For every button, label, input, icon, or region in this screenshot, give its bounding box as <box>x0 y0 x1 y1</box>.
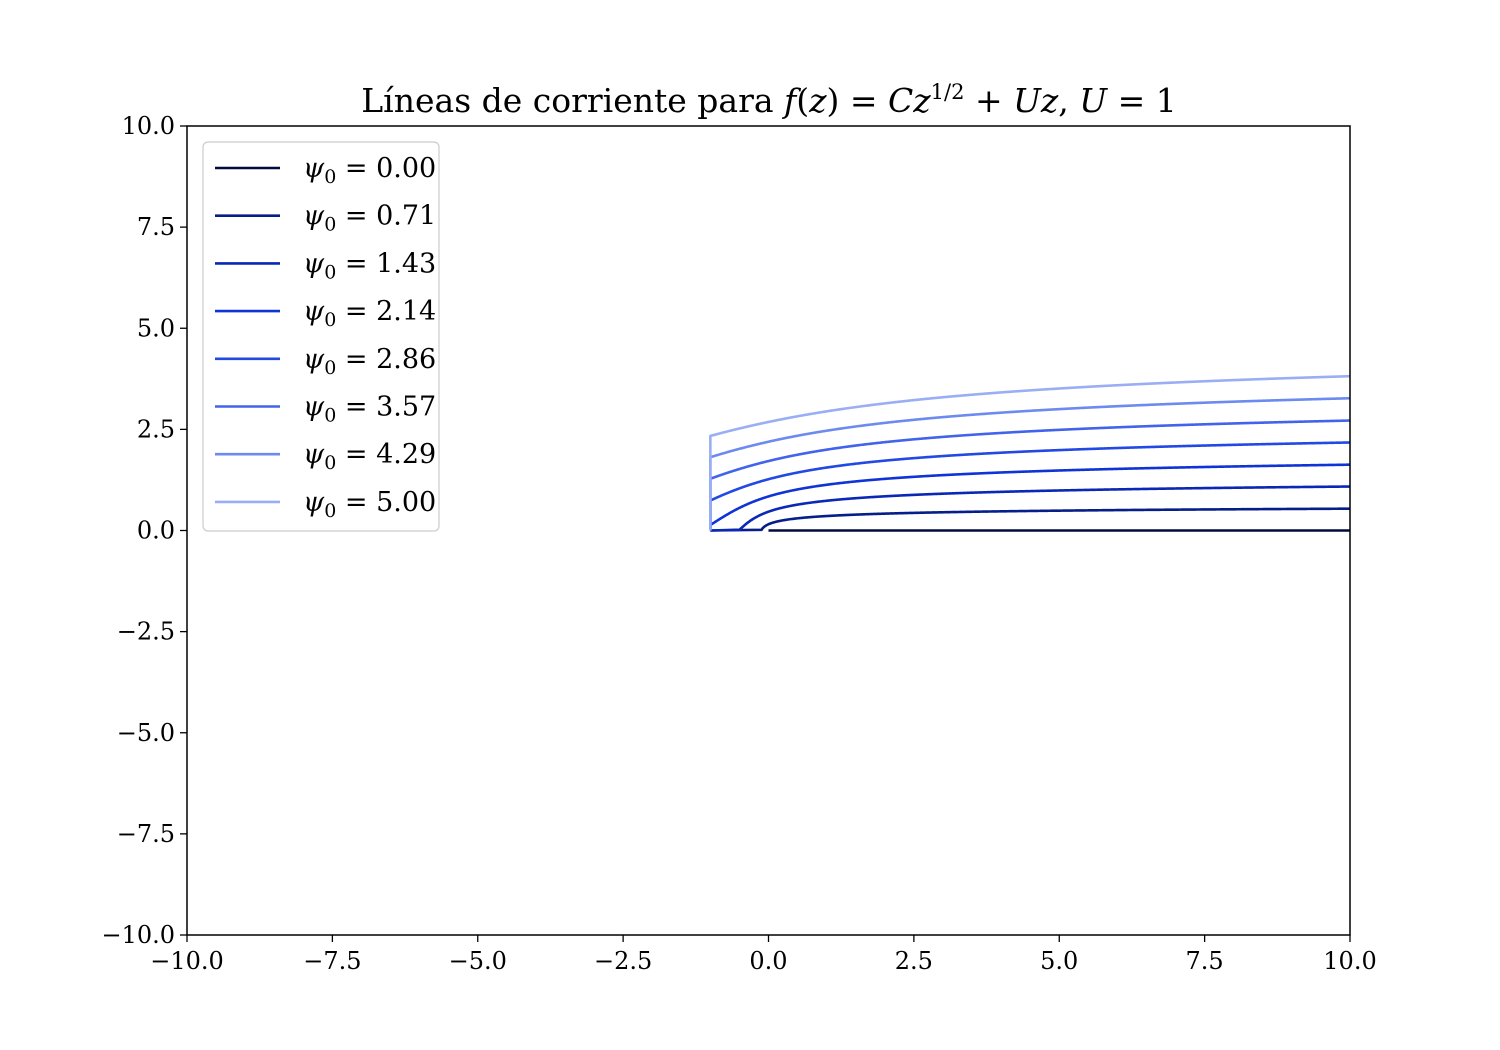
y-tick-label: −5.0 <box>117 719 175 747</box>
y-axis: −10.0 −7.5 −5.0 −2.5 0.0 2.5 5.0 7.5 10.0 <box>101 112 187 949</box>
legend-label-4: ψ0 = 2.86 <box>303 344 436 379</box>
y-tick-label: 7.5 <box>137 213 175 241</box>
streamline-series-4 <box>709 441 1351 531</box>
x-tick-label: −7.5 <box>303 947 361 975</box>
legend-box <box>202 141 440 532</box>
y-tick-label: −7.5 <box>117 820 175 848</box>
streamline-series-5 <box>709 419 1351 531</box>
x-tick-label: 7.5 <box>1186 947 1224 975</box>
streamline-series-6 <box>709 396 1351 531</box>
legend-label-0: ψ0 = 0.00 <box>303 153 436 188</box>
x-tick-label: 10.0 <box>1323 947 1376 975</box>
x-tick-label: 0.0 <box>749 947 787 975</box>
y-tick-label: 10.0 <box>122 112 175 140</box>
x-axis: −10.0 −7.5 −5.0 −2.5 0.0 2.5 5.0 7.5 10.0 <box>150 935 1377 975</box>
legend-label-1: ψ0 = 0.71 <box>303 201 436 236</box>
legend-label-5: ψ0 = 3.57 <box>303 392 436 427</box>
y-tick-label: −10.0 <box>101 921 175 949</box>
legend-label-2: ψ0 = 1.43 <box>303 248 436 283</box>
streamline-series-3 <box>709 463 1351 531</box>
y-tick-label: 0.0 <box>137 517 175 545</box>
legend-label-6: ψ0 = 4.29 <box>303 439 436 474</box>
y-tick-label: 5.0 <box>137 314 175 342</box>
x-tick-label: 5.0 <box>1040 947 1078 975</box>
legend-label-7: ψ0 = 5.00 <box>303 487 436 522</box>
x-tick-label: 2.5 <box>895 947 933 975</box>
streamline-series-7 <box>709 374 1351 531</box>
streamline-series-1 <box>710 507 1351 532</box>
x-tick-label: −10.0 <box>150 947 224 975</box>
y-tick-label: 2.5 <box>137 415 175 443</box>
legend-label-3: ψ0 = 2.14 <box>303 296 436 331</box>
legend: ψ0 = 0.00 ψ0 = 0.71 ψ0 = 1.43 ψ0 = 2.14 ψ0 =… <box>202 141 440 532</box>
y-tick-label: −2.5 <box>117 618 175 646</box>
x-tick-label: −2.5 <box>594 947 652 975</box>
plot-lines <box>709 374 1351 532</box>
x-tick-label: −5.0 <box>449 947 507 975</box>
streamline-series-2 <box>710 485 1351 532</box>
chart-title: Líneas de corriente para f(z) = Cz1/2 + … <box>361 80 1176 120</box>
